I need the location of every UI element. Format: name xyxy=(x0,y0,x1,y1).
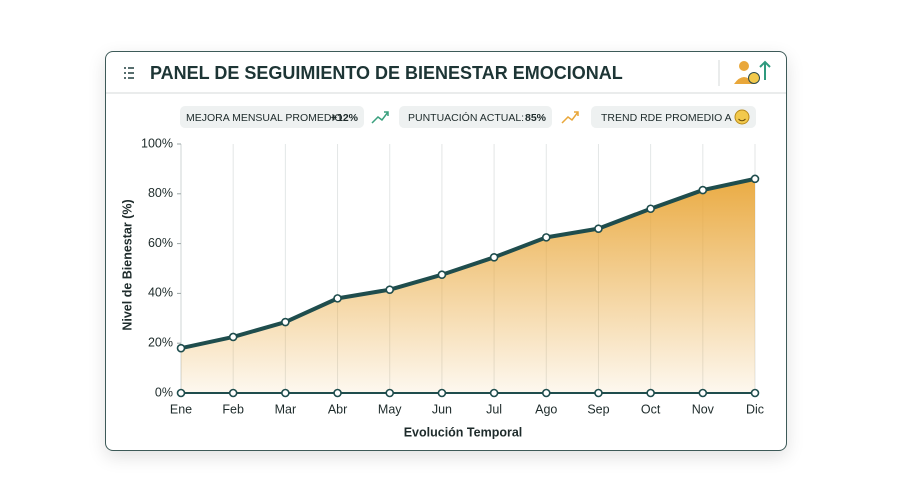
x-tick-label: Jul xyxy=(486,402,502,416)
stat-label: PUNTUACIÓN ACTUAL: xyxy=(408,111,524,124)
y-axis-title: Nivel de Bienestar (%) xyxy=(120,199,134,330)
y-tick-label: 100% xyxy=(141,136,173,150)
area xyxy=(181,178,755,393)
x-tick-label: Dic xyxy=(746,402,764,416)
stat-label: MEJORA MENSUAL PROMEDIO: xyxy=(186,112,345,124)
point xyxy=(750,174,760,184)
x-tick-label: Oct xyxy=(641,402,661,416)
y-tick-label: 0% xyxy=(155,385,173,399)
point xyxy=(489,252,499,262)
stat-pill xyxy=(399,106,552,128)
x-tick-label: Mar xyxy=(275,402,297,416)
smiley-icon xyxy=(734,109,750,125)
x-tick-label: Sep xyxy=(587,402,609,416)
x-tick-marker xyxy=(385,388,395,398)
point xyxy=(437,270,447,280)
line xyxy=(180,176,756,351)
stat-value: +12% xyxy=(331,112,359,124)
point xyxy=(594,224,603,233)
point xyxy=(333,294,342,303)
x-tick-label: Ene xyxy=(170,402,192,416)
x-tick-label: Ago xyxy=(535,402,557,416)
x-tick-marker xyxy=(333,388,342,398)
trend-icon xyxy=(561,111,579,124)
point xyxy=(228,332,238,342)
x-tick-marker xyxy=(228,388,238,398)
menu-icon[interactable] xyxy=(124,67,134,79)
x-tick-label: Feb xyxy=(222,402,244,416)
point xyxy=(385,285,395,294)
x-tick-marker xyxy=(698,388,708,398)
trend-icon xyxy=(371,111,389,124)
x-tick-marker xyxy=(541,388,551,398)
x-tick-label: May xyxy=(378,402,402,416)
x-tick-marker xyxy=(594,388,603,398)
x-tick-marker xyxy=(281,388,290,398)
x-tick-marker xyxy=(437,388,447,398)
point xyxy=(541,233,551,242)
x-tick-marker xyxy=(489,388,499,398)
point xyxy=(698,185,708,195)
x-tick-marker xyxy=(750,388,760,398)
stat-pill xyxy=(591,106,756,128)
y-tick-label: 60% xyxy=(148,236,173,250)
header-title: PANEL DE SEGUIMIENTO DE BIENESTAR EMOCIO… xyxy=(150,63,623,83)
stat-label: TREND RDE PROMEDIO A xyxy=(601,112,732,124)
x-tick-marker xyxy=(646,388,655,398)
user-icon[interactable] xyxy=(734,60,771,84)
point xyxy=(176,343,186,353)
y-tick-label: 80% xyxy=(148,186,173,200)
x-tick-label: Abr xyxy=(328,402,347,416)
stat-value: 85% xyxy=(525,112,547,124)
x-tick-marker xyxy=(176,388,186,398)
x-tick-label: Nov xyxy=(692,402,715,416)
y-tick-label: 20% xyxy=(148,335,173,349)
x-axis-title: Evolución Temporal xyxy=(404,425,523,439)
point xyxy=(646,204,655,214)
point xyxy=(281,317,290,327)
x-tick-label: Jun xyxy=(432,402,452,416)
stat-pill xyxy=(180,106,364,128)
y-tick-label: 40% xyxy=(148,286,173,300)
